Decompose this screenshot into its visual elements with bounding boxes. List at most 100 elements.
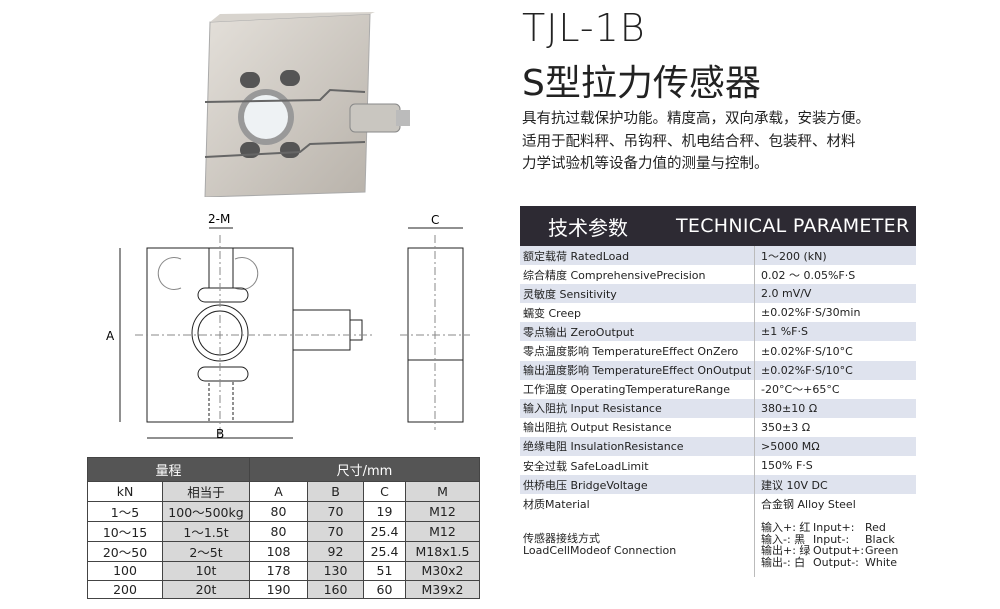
- table-row: 10～15 1～1.5t 80 70 25.4 M12: [87, 521, 480, 542]
- table-row: 200 20t 190 160 60 M39x2: [87, 579, 480, 599]
- table-cell: 1～5: [87, 501, 163, 522]
- param-value: ±0.02%F·S/10°C: [761, 363, 853, 377]
- column-header: C: [363, 481, 406, 502]
- param-value: 150% F·S: [761, 459, 813, 473]
- table-cell: 25.4: [363, 521, 406, 542]
- wire-text: Output-:: [813, 555, 859, 569]
- table-cell: 10t: [162, 561, 250, 581]
- table-cell: 92: [307, 541, 364, 562]
- param-value: >5000 MΩ: [761, 439, 820, 453]
- column-header: kN: [87, 481, 163, 502]
- param-name: 供桥电压 BridgeVoltage: [520, 475, 755, 495]
- product-photo: [200, 12, 415, 198]
- table-cell: 20～50: [87, 541, 163, 562]
- table-row: 蠕变 Creep ±0.02%F·S/30min: [520, 303, 916, 323]
- table-cell: 2～5t: [162, 541, 250, 562]
- table-cell: M30x2: [405, 561, 480, 581]
- table-cell: M12: [405, 521, 480, 542]
- title-cn: 技术参数: [548, 215, 628, 240]
- param-value: ±0.02%F·S/30min: [761, 306, 861, 320]
- product-name: S型拉力传感器: [522, 63, 761, 104]
- table-cell: 80: [249, 521, 308, 542]
- table-cell: M12: [405, 501, 480, 522]
- table-cell: 70: [307, 501, 364, 522]
- param-name: 蠕变 Creep: [520, 303, 755, 323]
- wire-line: 输出-: 白 Output-: White: [761, 557, 898, 569]
- param-name: 额定载荷 RatedLoad: [520, 246, 755, 266]
- dimension-table: 量程 尺寸/mm kN 相当于 A B C M 1～5 100～500kg 80 70 19 M12 10…: [87, 457, 480, 599]
- wire-text: White: [865, 555, 897, 569]
- param-value: 350±3 Ω: [761, 420, 811, 434]
- table-cell: 80: [249, 501, 308, 522]
- size-header: 尺寸/mm: [249, 457, 480, 482]
- table-row: 综合精度 ComprehensivePrecision 0.02 ～ 0.05%F…: [520, 265, 916, 285]
- wire-text: Red: [865, 521, 886, 535]
- param-value: 合金钢 Alloy Steel: [761, 497, 856, 511]
- table-cell: 70: [307, 521, 364, 542]
- param-value: 0.02 ～ 0.05%F·S: [761, 268, 856, 282]
- wire-text: 输入-: 黑: [761, 532, 806, 546]
- table-cell: 25.4: [363, 541, 406, 562]
- width-label: B: [216, 427, 224, 441]
- param-name: 绝缘电阻 InsulationResistance: [520, 436, 755, 457]
- table-cell: 200: [87, 579, 163, 599]
- table-row: 20～50 2～5t 108 92 25.4 M18x1.5: [87, 541, 480, 562]
- table-row: 零点温度影响 TemperatureEffect OnZero ±0.02%F·S…: [520, 341, 916, 361]
- table-cell: 100: [87, 561, 163, 581]
- table-cell: 20t: [162, 579, 250, 599]
- table-cell: 1～1.5t: [162, 521, 250, 542]
- table-row: 灵敏度 Sensitivity 2.0 mV/V: [520, 284, 916, 304]
- connection-label-en: LoadCellModeof Connection: [523, 544, 677, 558]
- param-name: 输出温度影响 TemperatureEffect OnOutput: [520, 360, 755, 380]
- table-cell: M39x2: [405, 579, 480, 599]
- param-name: 灵敏度 Sensitivity: [520, 284, 755, 304]
- table-row: 100 10t 178 130 51 M30x2: [87, 561, 480, 581]
- wire-text: Input-:: [813, 532, 850, 546]
- thickness-label: C: [431, 213, 439, 227]
- table-row: 输入阻抗 Input Resistance 380±10 Ω: [520, 398, 916, 418]
- wire-line: 输入+: 红 Input+: Red: [761, 522, 898, 534]
- table-cell: 108: [249, 541, 308, 562]
- description-line: 具有抗过载保护功能。精度高，双向承载，安装方便。: [522, 111, 870, 127]
- table-cell: 19: [363, 501, 406, 522]
- param-value: ±0.02%F·S/10°C: [761, 344, 853, 358]
- column-header: M: [405, 481, 480, 502]
- height-label: A: [106, 329, 115, 343]
- column-headers: kN 相当于 A B C M: [87, 481, 480, 502]
- dimension-drawing: 2-M A B C: [106, 212, 470, 441]
- param-name: 输出阻抗 Output Resistance: [520, 417, 755, 437]
- title-en: TECHNICAL PARAMETER: [676, 215, 910, 237]
- table-row: 安全过载 SafeLoadLimit 150% F·S: [520, 456, 916, 476]
- table-row: 零点输出 ZeroOutput ±1 %F·S: [520, 322, 916, 342]
- table-header: 技术参数 TECHNICAL PARAMETER: [520, 206, 916, 246]
- table-row: 绝缘电阻 InsulationResistance >5000 MΩ: [520, 436, 916, 457]
- description-line: 适用于配料秤、吊钩秤、机电结合秤、包装秤、材料: [522, 134, 856, 150]
- table-row: 1～5 100～500kg 80 70 19 M12: [87, 501, 480, 522]
- table-row: 输出温度影响 TemperatureEffect OnOutput ±0.02%F…: [520, 360, 916, 380]
- description-line: 力学试验机等设备力值的测量与控制。: [522, 156, 769, 172]
- technical-parameter-table: 技术参数 TECHNICAL PARAMETER 额定载荷 RatedLoad 1…: [520, 206, 916, 578]
- table-cell: 178: [249, 561, 308, 581]
- param-name: 安全过载 SafeLoadLimit: [520, 456, 755, 476]
- table-cell: 60: [363, 579, 406, 599]
- table-cell: M18x1.5: [405, 541, 480, 562]
- table-cell: 160: [307, 579, 364, 599]
- param-value: 建议 10V DC: [761, 478, 828, 492]
- table-cell: 51: [363, 561, 406, 581]
- wire-text: 输出+: 绿: [761, 544, 811, 558]
- table-row: 额定载荷 RatedLoad 1～200 (kN): [520, 246, 916, 266]
- table-row: 输出阻抗 Output Resistance 350±3 Ω: [520, 417, 916, 437]
- wire-text: Black: [865, 532, 895, 546]
- param-value: 2.0 mV/V: [761, 287, 812, 301]
- thread-label: 2-M: [208, 212, 230, 226]
- param-name: 材质Material: [520, 494, 755, 514]
- load-cell-photo-icon: [204, 12, 410, 198]
- table-row: 材质Material 合金钢 Alloy Steel: [520, 494, 916, 514]
- table-cell: 190: [249, 579, 308, 599]
- param-name: 综合精度 ComprehensivePrecision: [520, 265, 755, 285]
- wire-text: Output+:: [813, 544, 865, 558]
- column-header: A: [249, 481, 308, 502]
- param-name: 工作温度 OperatingTemperatureRange: [520, 379, 755, 399]
- param-value: 1～200 (kN): [761, 249, 827, 263]
